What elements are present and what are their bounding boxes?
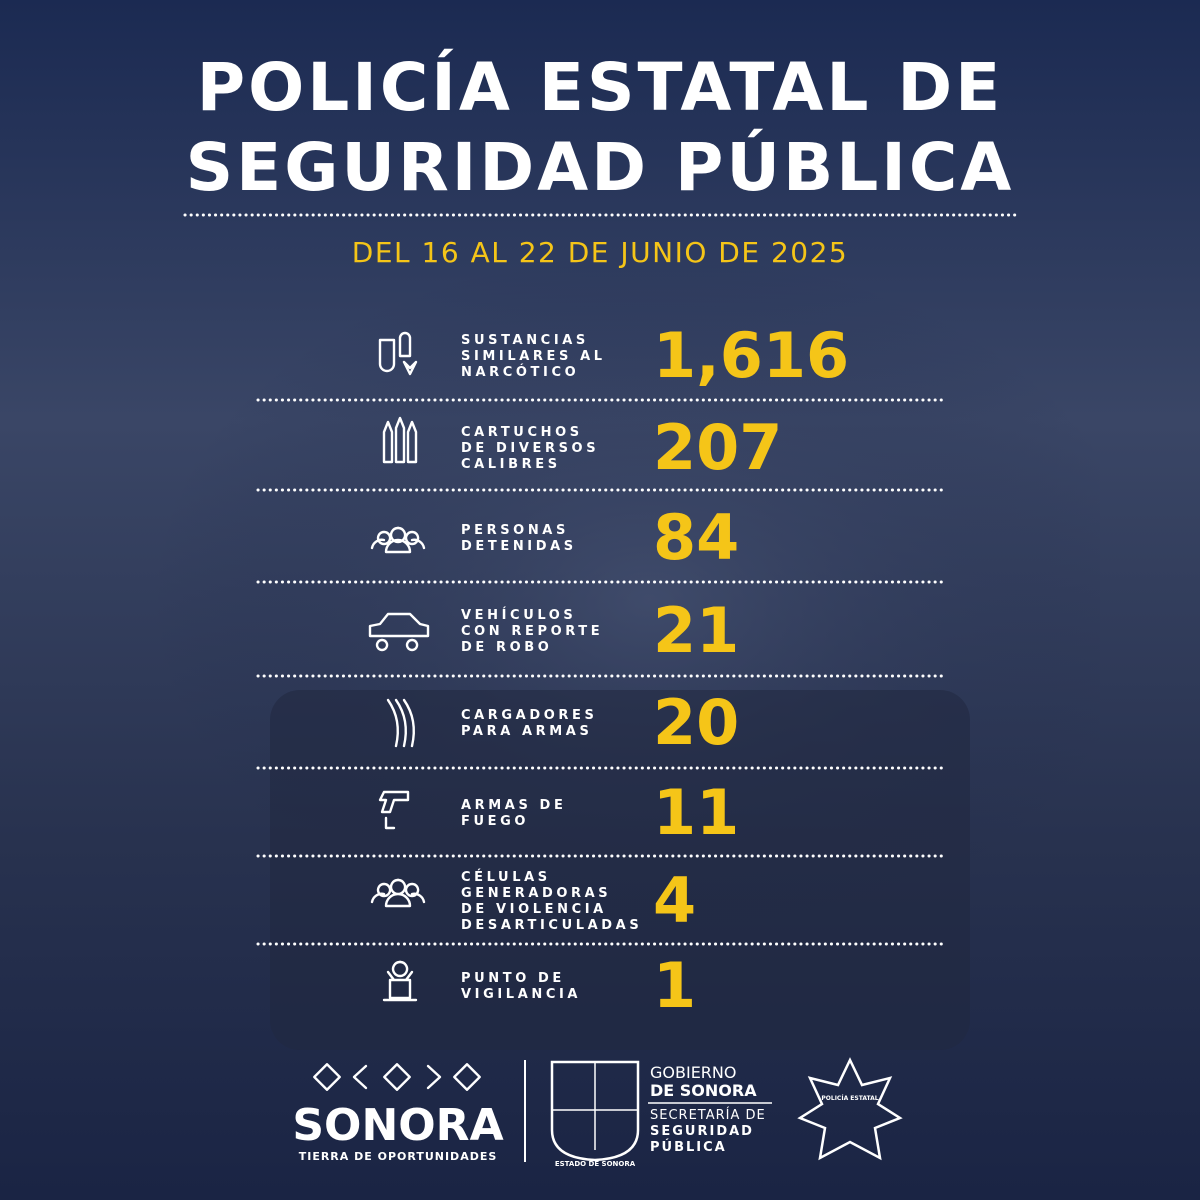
item-icon bbox=[382, 416, 418, 464]
item-label: CARTUCHOS bbox=[461, 425, 583, 440]
item-label: DE ROBO bbox=[461, 640, 552, 655]
shield bbox=[550, 1060, 640, 1162]
item-icon bbox=[386, 698, 415, 748]
sonora-pattern bbox=[313, 1063, 481, 1091]
item-label: SIMILARES AL bbox=[461, 349, 606, 364]
title-line: SEGURIDAD PÚBLICA bbox=[186, 129, 1015, 206]
item-value: 11 bbox=[653, 776, 739, 849]
item-label: FUEGO bbox=[461, 814, 529, 829]
publica: PÚBLICA bbox=[650, 1139, 727, 1155]
item-value: 84 bbox=[653, 501, 739, 574]
item-icon bbox=[368, 612, 430, 652]
police-badge bbox=[797, 1057, 903, 1161]
shield-caption: ESTADO DE SONORA bbox=[555, 1160, 636, 1168]
item-icon bbox=[370, 526, 426, 554]
item-icon bbox=[382, 960, 418, 1002]
badge-text: POLICÍA ESTATAL bbox=[821, 1094, 878, 1102]
item-label: DE DIVERSOS bbox=[461, 441, 599, 456]
item-label: CARGADORES bbox=[461, 708, 597, 723]
item-value: 207 bbox=[653, 411, 782, 484]
truck-silhouette bbox=[270, 690, 970, 1050]
item-label: CON REPORTE bbox=[461, 624, 603, 639]
de-sonora: DE SONORA bbox=[650, 1081, 757, 1100]
item-label: VEHÍCULOS bbox=[461, 607, 576, 623]
item-value: 4 bbox=[653, 864, 696, 937]
date: DEL 16 AL 22 DE JUNIO DE 2025 bbox=[352, 236, 848, 269]
item-label: CALIBRES bbox=[461, 457, 561, 472]
title-line: POLICÍA ESTATAL DE bbox=[197, 48, 1004, 126]
item-label: VIGILANCIA bbox=[461, 987, 581, 1002]
seguridad: SEGURIDAD bbox=[650, 1124, 754, 1139]
item-value: 20 bbox=[653, 686, 739, 759]
item-label: PUNTO DE bbox=[461, 971, 565, 986]
tagline: TIERRA DE OPORTUNIDADES bbox=[299, 1150, 498, 1163]
item-label: DE VIOLENCIA bbox=[461, 902, 607, 917]
gobierno: GOBIERNO bbox=[650, 1063, 736, 1082]
item-label: SUSTANCIAS bbox=[461, 333, 589, 348]
item-icon bbox=[378, 331, 418, 376]
sonora-logo: SONORA bbox=[292, 1100, 503, 1151]
footer: SONORA TIERRA DE OPORTUNIDADES ESTADO DE… bbox=[292, 1057, 903, 1168]
item-label: CÉLULAS bbox=[461, 869, 551, 885]
item-label: DESARTICULADAS bbox=[461, 918, 642, 933]
secretaria: SECRETARÍA DE bbox=[650, 1107, 766, 1123]
item-value: 21 bbox=[653, 594, 739, 667]
item-icon bbox=[370, 878, 426, 908]
item-value: 1 bbox=[653, 949, 696, 1022]
item-value: 1,616 bbox=[653, 319, 849, 392]
item-label: PERSONAS bbox=[461, 523, 569, 538]
item-label: DETENIDAS bbox=[461, 539, 577, 554]
item-label: NARCÓTICO bbox=[461, 364, 579, 380]
item-label: PARA ARMAS bbox=[461, 724, 592, 739]
item-label: ARMAS DE bbox=[461, 798, 566, 813]
item-label: GENERADORAS bbox=[461, 886, 611, 901]
item-icon bbox=[378, 790, 410, 830]
